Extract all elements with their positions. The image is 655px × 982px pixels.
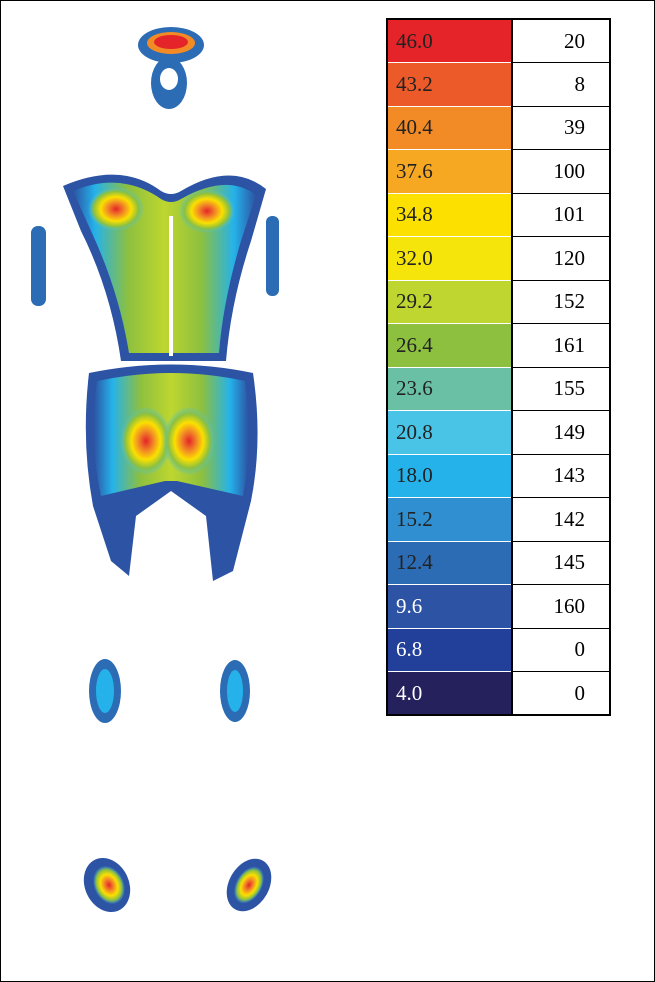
pressure-level: 18.0 <box>387 453 513 498</box>
legend-row: 20.8 149 <box>387 410 610 454</box>
pressure-level: 40.4 <box>387 105 513 150</box>
pressure-level: 26.4 <box>387 323 513 367</box>
pressure-level: 32.0 <box>387 236 513 280</box>
cell-count: 155 <box>512 366 610 411</box>
legend-row: 26.4 161 <box>387 323 610 367</box>
legend-row: 29.2 152 <box>387 279 610 324</box>
legend-row: 6.8 0 <box>387 627 610 672</box>
pressure-level: 37.6 <box>387 149 513 193</box>
cell-count: 152 <box>512 279 610 324</box>
pressure-level: 9.6 <box>387 584 513 628</box>
legend-row: 43.2 8 <box>387 62 610 106</box>
cell-count: 0 <box>512 627 610 672</box>
legend-row: 40.4 39 <box>387 105 610 150</box>
cell-count: 20 <box>512 19 610 63</box>
pressure-level: 46.0 <box>387 19 513 63</box>
pressure-level: 12.4 <box>387 540 513 585</box>
cell-count: 149 <box>512 410 610 454</box>
pressure-level: 15.2 <box>387 497 513 541</box>
legend-row: 23.6 155 <box>387 366 610 411</box>
pressure-map <box>31 27 279 913</box>
cell-count: 8 <box>512 62 610 106</box>
pressure-level: 29.2 <box>387 279 513 324</box>
legend-row: 18.0 143 <box>387 453 610 498</box>
cell-count: 101 <box>512 192 610 237</box>
legend-row: 15.2 142 <box>387 497 610 541</box>
cell-count: 160 <box>512 584 610 628</box>
legend-row: 46.0 20 <box>387 19 610 63</box>
cell-count: 145 <box>512 540 610 585</box>
pressure-level: 20.8 <box>387 410 513 454</box>
legend-row: 34.8 101 <box>387 192 610 237</box>
cell-count: 120 <box>512 236 610 280</box>
cell-count: 143 <box>512 453 610 498</box>
legend-row: 4.0 0 <box>387 671 610 715</box>
cell-count: 0 <box>512 671 610 715</box>
legend-row: 32.0 120 <box>387 236 610 280</box>
cell-count: 161 <box>512 323 610 367</box>
pressure-level: 4.0 <box>387 671 513 715</box>
pressure-level: 6.8 <box>387 627 513 672</box>
pressure-level: 34.8 <box>387 192 513 237</box>
legend-row: 12.4 145 <box>387 540 610 585</box>
cell-count: 39 <box>512 105 610 150</box>
legend-row: 9.6 160 <box>387 584 610 628</box>
pressure-level: 23.6 <box>387 366 513 411</box>
pressure-level: 43.2 <box>387 62 513 106</box>
legend-row: 37.6 100 <box>387 149 610 193</box>
cell-count: 142 <box>512 497 610 541</box>
legend-table: 46.0 20 43.2 8 40.4 39 37.6 100 34.8 101 32.0 120 29… <box>386 18 611 716</box>
cell-count: 100 <box>512 149 610 193</box>
